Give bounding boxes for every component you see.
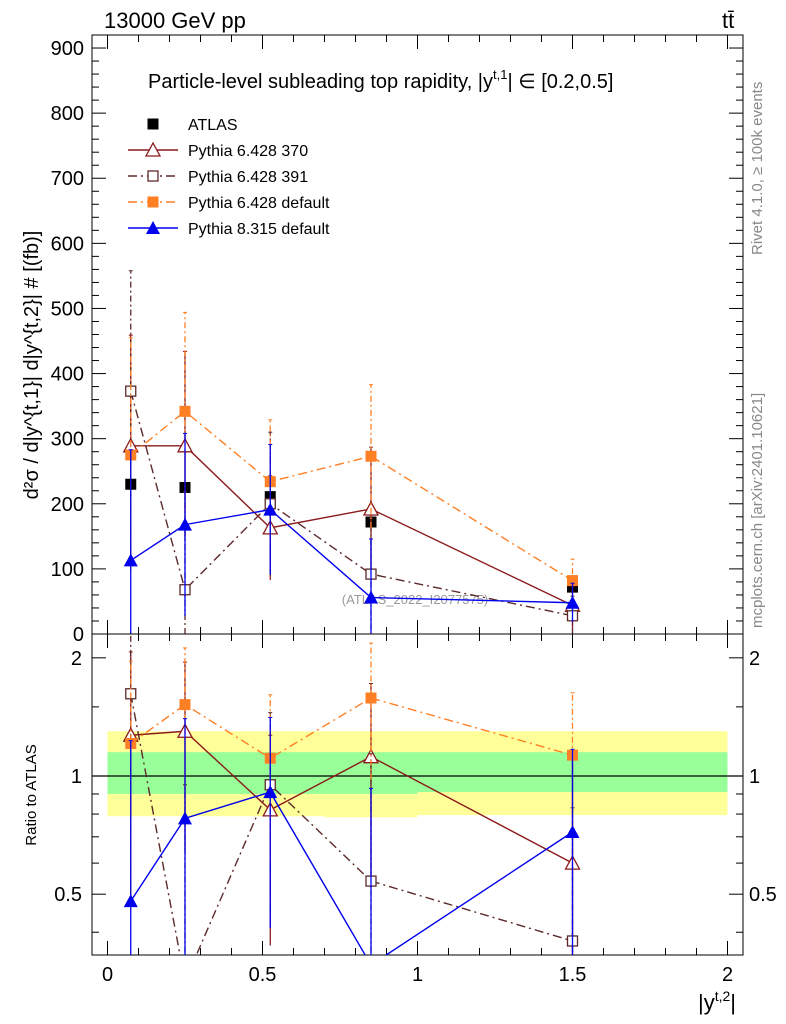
legend-label: ATLAS <box>188 117 238 134</box>
main-y-tick-label: 800 <box>51 103 84 125</box>
ratio-y-tick-label-right: 1 <box>749 766 760 788</box>
legend-entry: Pythia 6.428 default <box>128 195 330 212</box>
ratio-point <box>180 976 190 986</box>
ratio-y-tick-label-right: 2 <box>749 648 760 670</box>
x-tick-label: 0 <box>102 964 113 986</box>
main-y-tick-label: 600 <box>51 233 84 255</box>
x-tick-label: 0.5 <box>249 964 277 986</box>
ratio-point <box>263 785 278 799</box>
source-label: mcplots.cern.ch [arXiv:2401.10621] <box>749 393 766 628</box>
data-point <box>565 595 580 609</box>
data-point <box>263 502 278 516</box>
ratio-line <box>130 791 573 955</box>
ratio-series-pythia-6-428-370 <box>122 651 581 955</box>
ratio-series-pythia-8-315-default <box>123 716 580 971</box>
ratio-line <box>130 697 573 760</box>
ratio-y-label: Ratio to ATLAS <box>23 744 40 845</box>
main-y-tick-label: 100 <box>51 559 84 581</box>
legend-entry: ATLAS <box>147 117 238 134</box>
data-point <box>567 575 578 587</box>
legend-marker <box>147 196 159 208</box>
ratio-y-tick-label: 0.5 <box>54 884 82 906</box>
legend-marker <box>147 170 159 182</box>
ratio-point <box>364 958 378 971</box>
ratio-y-tick-label-right: 0.5 <box>749 884 777 906</box>
plot-title: Particle-level subleading top rapidity, … <box>148 67 613 93</box>
legend-entry: Pythia 6.428 391 <box>128 169 308 186</box>
x-axis-label: |yt,2| <box>698 988 736 1015</box>
legend-label: Pythia 8.315 default <box>188 221 330 238</box>
process-label: tt̄ <box>722 8 734 33</box>
ratio-y-tick-label: 2 <box>71 648 82 670</box>
main-y-tick-label: 0 <box>73 624 84 646</box>
series-line <box>130 390 573 617</box>
legend-label: Pythia 6.428 default <box>188 195 330 212</box>
data-point <box>178 517 192 531</box>
main-y-tick-label: 300 <box>51 429 84 451</box>
ratio-bands <box>107 731 728 818</box>
series-line <box>130 508 573 604</box>
main-y-tick-label: 400 <box>51 364 84 386</box>
data-point <box>179 405 191 417</box>
main-y-tick-label: 700 <box>51 168 84 190</box>
legend-marker <box>144 141 162 157</box>
main-y-tick-label: 900 <box>51 38 84 60</box>
series-pythia-6-428-391 <box>125 270 579 634</box>
series-pythia-8-315-default <box>123 432 580 634</box>
legend-label: Pythia 6.428 370 <box>188 143 308 160</box>
energy-label: 13000 GeV pp <box>104 8 246 33</box>
x-tick-label: 1.5 <box>559 964 587 986</box>
ratio-point <box>365 692 377 704</box>
ratio-point <box>565 825 580 839</box>
main-y-tick-label: 200 <box>51 494 84 516</box>
x-tick-label: 1 <box>412 964 423 986</box>
legend-entry: Pythia 8.315 default <box>128 221 330 238</box>
ratio-point <box>178 811 192 825</box>
data-point <box>365 450 377 462</box>
main-series <box>122 270 581 634</box>
x-tick-label: 2 <box>722 964 733 986</box>
analysis-watermark: (ATLAS_2022_I2077575) <box>342 592 488 607</box>
ratio-point <box>123 894 138 908</box>
legend-marker <box>147 118 159 130</box>
data-point <box>364 590 378 604</box>
series-pythia-6-428-370 <box>122 334 581 629</box>
legend-label: Pythia 6.428 391 <box>188 169 308 186</box>
ratio-line <box>130 693 573 955</box>
series-pythia-6-428-default <box>125 311 578 603</box>
ratio-series <box>122 634 581 986</box>
legend: ATLAS Pythia 6.428 370 Pythia 6.428 391 Pyt… <box>128 117 330 238</box>
rivet-label: Rivet 4.1.0, ≥ 100k events <box>749 82 766 255</box>
main-y-tick-label: 500 <box>51 298 84 320</box>
ratio-point <box>179 699 191 711</box>
legend-entry: Pythia 6.428 370 <box>128 141 308 160</box>
main-y-label: d²σ / d|y^{t,1}| d|y^{t,2}| # [(fb)] <box>21 231 43 500</box>
data-point <box>123 553 138 567</box>
series-line <box>130 410 573 582</box>
ratio-series-pythia-6-428-391 <box>125 634 579 986</box>
legend-marker <box>146 221 160 234</box>
ratio-axes: 0.5 0.5 1 1 2 2 0 0.5 1 1.5 2 <box>54 633 777 986</box>
ratio-y-tick-label: 1 <box>71 766 82 788</box>
